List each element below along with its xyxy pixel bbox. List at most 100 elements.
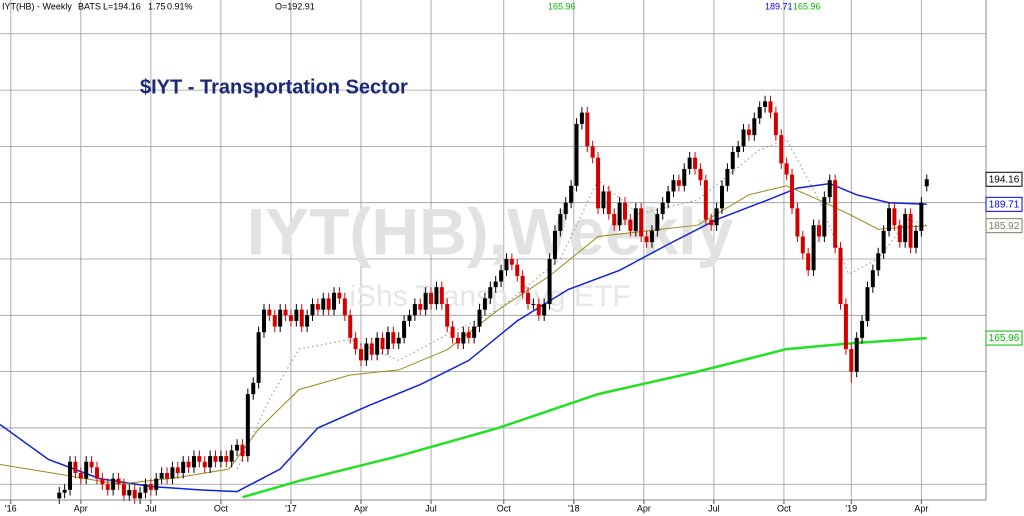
candle-body	[272, 315, 277, 327]
candle-body	[310, 304, 315, 316]
candle-body	[881, 230, 886, 254]
candle-body	[515, 264, 520, 276]
header: IYT(HB) - Weekly BATS L=194.16 1.75 0.91…	[2, 1, 315, 11]
moving-average	[242, 336, 927, 499]
candle-body	[288, 315, 293, 321]
x-tick-label: '16	[5, 503, 17, 513]
candle-body	[445, 304, 450, 327]
candle-body	[892, 208, 897, 226]
candle-body	[434, 287, 439, 305]
candle-body	[493, 281, 498, 288]
candle-body	[186, 461, 191, 468]
candle-body	[251, 382, 256, 395]
candle-body	[353, 337, 358, 350]
candle-body	[94, 467, 99, 479]
candle-body	[623, 202, 628, 220]
candle-body	[62, 489, 67, 493]
candle-body	[639, 208, 644, 237]
candle-body	[779, 135, 784, 164]
candle-body	[358, 349, 363, 361]
candle-body	[423, 292, 428, 310]
candle-body	[181, 461, 186, 473]
candle-body	[466, 332, 471, 338]
ma-value: 165.96	[793, 1, 821, 11]
candle-body	[676, 180, 681, 186]
candle-body	[245, 394, 250, 457]
candle-body	[267, 309, 272, 316]
candle-body	[197, 456, 202, 462]
candle-body	[105, 484, 110, 490]
candle-body	[628, 219, 633, 231]
candle-body	[854, 337, 859, 372]
candle-body	[143, 484, 148, 493]
candle-body	[148, 484, 153, 490]
price-label: 194.16	[989, 174, 1020, 185]
candle-body	[116, 478, 121, 485]
candle-body	[698, 168, 703, 181]
grid	[0, 0, 986, 500]
candle-body	[299, 309, 304, 327]
candle-body	[326, 298, 331, 310]
candle-body	[256, 332, 261, 383]
candle-body	[773, 112, 778, 136]
price-label-box	[985, 218, 1023, 234]
x-tick-label: Oct	[214, 503, 229, 513]
candle-body	[364, 343, 369, 361]
candle-body	[574, 123, 579, 186]
candle-body	[520, 275, 525, 293]
change: 1.75	[148, 1, 166, 11]
x-tick-label: Apr	[74, 503, 88, 513]
candle-body	[294, 309, 299, 321]
candle-body	[385, 332, 390, 350]
candle-body	[806, 253, 811, 271]
x-tick-label: '18	[568, 503, 580, 513]
candle-body	[213, 456, 218, 462]
candle-body	[321, 298, 326, 310]
candle-body	[84, 461, 89, 479]
ma-value: 165.96	[548, 1, 576, 11]
candle-body	[461, 332, 466, 344]
candle-body	[719, 185, 724, 209]
watermark: IYT(HB),Weekly	[247, 194, 734, 268]
x-tick-label: Jul	[708, 503, 720, 513]
candle-body	[536, 304, 541, 316]
candle-body	[450, 326, 455, 338]
candle-body	[208, 456, 213, 468]
candle-body	[332, 292, 337, 310]
plot	[0, 95, 929, 504]
open: O=192.91	[275, 1, 315, 11]
candle-body	[455, 337, 460, 344]
candle-body	[800, 236, 805, 254]
candle-body	[741, 129, 746, 147]
candle-body	[903, 213, 908, 243]
moving-average	[236, 138, 927, 470]
candle-body	[380, 337, 385, 350]
candle-body	[305, 315, 310, 327]
candle-body	[768, 101, 773, 113]
candle-body	[682, 168, 687, 186]
candle-body	[132, 489, 137, 499]
candle-body	[170, 467, 175, 479]
candle-body	[369, 343, 374, 355]
candle-body	[504, 259, 509, 271]
moving-average	[0, 182, 927, 493]
candle-body	[833, 180, 838, 248]
candle-body	[703, 180, 708, 220]
candle-body	[784, 163, 789, 175]
candle-body	[757, 106, 762, 119]
x-tick-label: Jul	[145, 503, 157, 513]
candle-body	[558, 213, 563, 231]
candle-body	[429, 292, 434, 305]
candle-body	[671, 180, 676, 192]
candle-body	[633, 208, 638, 231]
candle-body	[542, 304, 547, 316]
candle-body	[547, 259, 552, 305]
candle-body	[89, 461, 94, 468]
candle-body	[138, 492, 143, 499]
price-label-box	[985, 330, 1023, 346]
candle-body	[887, 208, 892, 231]
candle-body	[924, 179, 929, 187]
candle-body	[175, 467, 180, 473]
candle-body	[191, 456, 196, 468]
